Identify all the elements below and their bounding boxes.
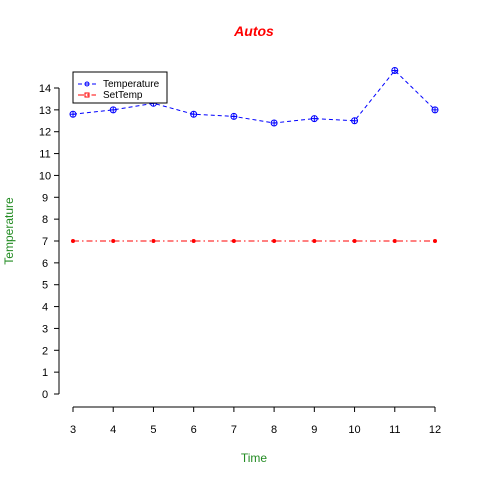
data-point <box>352 118 358 124</box>
x-axis-label: Time <box>241 451 268 465</box>
x-tick-label: 9 <box>311 424 317 436</box>
x-tick-label: 3 <box>70 424 76 436</box>
x-tick-label: 4 <box>110 424 116 436</box>
x-tick-label: 10 <box>348 424 360 436</box>
data-point <box>191 111 197 117</box>
y-tick-label: 7 <box>42 236 48 248</box>
data-point <box>271 120 277 126</box>
y-tick-label: 1 <box>42 367 48 379</box>
data-point <box>312 239 316 243</box>
y-tick-label: 0 <box>42 389 48 401</box>
legend-label: Temperature <box>103 79 160 90</box>
y-tick-label: 4 <box>42 302 48 314</box>
y-tick-label: 2 <box>42 345 48 357</box>
data-point <box>311 116 317 122</box>
y-tick-label: 11 <box>39 149 50 161</box>
data-point <box>353 239 357 243</box>
x-axis: 3 4 5 6 7 8 9 10 11 12 <box>70 407 441 436</box>
y-axis-label: Temperature <box>2 197 16 265</box>
y-tick-label: 8 <box>42 214 48 226</box>
data-point <box>393 239 397 243</box>
x-tick-label: 5 <box>150 424 156 436</box>
x-tick-label: 12 <box>429 424 441 436</box>
data-point <box>192 239 196 243</box>
data-point <box>272 239 276 243</box>
data-point <box>433 239 437 243</box>
x-tick-label: 11 <box>389 424 400 436</box>
data-point <box>110 107 116 113</box>
y-tick-label: 9 <box>42 192 48 204</box>
data-point <box>232 239 236 243</box>
data-point <box>432 107 438 113</box>
x-tick-label: 8 <box>271 424 277 436</box>
data-point <box>71 239 75 243</box>
y-tick-label: 13 <box>39 105 51 117</box>
y-tick-label: 5 <box>42 280 48 292</box>
data-point <box>70 111 76 117</box>
y-tick-label: 10 <box>39 170 51 182</box>
data-point <box>231 113 237 119</box>
data-point <box>111 239 115 243</box>
y-tick-label: 3 <box>42 323 48 335</box>
chart-title: Autos <box>233 23 274 39</box>
data-point <box>151 239 155 243</box>
y-tick-label: 6 <box>42 258 48 270</box>
legend-label: SetTemp <box>103 90 143 101</box>
data-point <box>392 68 398 74</box>
y-tick-label: 12 <box>39 127 51 139</box>
x-tick-label: 6 <box>191 424 197 436</box>
series-settemp <box>71 239 437 243</box>
x-tick-label: 7 <box>231 424 237 436</box>
y-tick-label: 14 <box>39 83 51 95</box>
